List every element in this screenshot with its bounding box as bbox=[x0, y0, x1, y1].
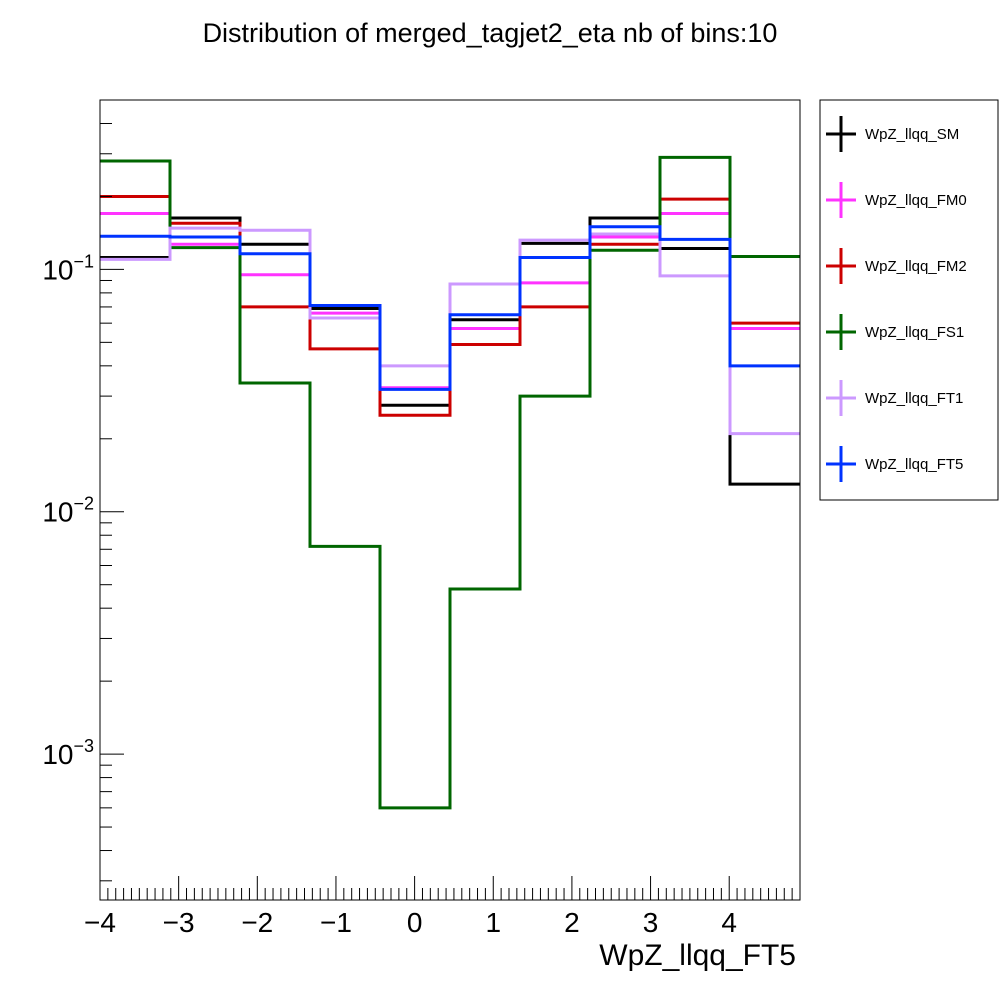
series-line-WpZ_llqq_FS1 bbox=[100, 155, 800, 810]
legend-label: WpZ_llqq_FT5 bbox=[865, 456, 963, 473]
legend-label: WpZ_llqq_FM0 bbox=[865, 192, 967, 209]
y-axis: 10−1 10−2 10−3 bbox=[42, 99, 124, 882]
series-line-WpZ_llqq_FT5 bbox=[100, 225, 800, 391]
x-tick-label: 0 bbox=[407, 907, 423, 938]
x-tick-label: −1 bbox=[320, 907, 352, 938]
legend-label: WpZ_llqq_FT1 bbox=[865, 390, 963, 407]
legend-label: WpZ_llqq_FS1 bbox=[865, 324, 964, 341]
series-WpZ_llqq_FT5 bbox=[100, 225, 800, 391]
legend-entry: WpZ_llqq_SM bbox=[826, 116, 959, 152]
legend-label: WpZ_llqq_FM2 bbox=[865, 258, 967, 275]
legend-entry: WpZ_llqq_FT5 bbox=[826, 446, 963, 482]
plot-area bbox=[100, 155, 800, 810]
legend-entry: WpZ_llqq_FM0 bbox=[826, 182, 967, 218]
x-tick-label: 2 bbox=[564, 907, 580, 938]
x-axis: −4 −3 −2 −1 0 1 2 3 4 bbox=[84, 876, 801, 938]
series-WpZ_llqq_FS1 bbox=[100, 155, 800, 810]
x-tick-label: −2 bbox=[241, 907, 273, 938]
legend-box bbox=[819, 99, 999, 501]
chart-title: Distribution of merged_tagjet2_eta nb of… bbox=[203, 18, 778, 48]
x-tick-label: 4 bbox=[721, 907, 737, 938]
legend: WpZ_llqq_SM WpZ_llqq_FM0 WpZ_llqq_FM2 WpZ_l… bbox=[819, 99, 999, 501]
legend-entry: WpZ_llqq_FS1 bbox=[826, 314, 964, 350]
legend-label: WpZ_llqq_SM bbox=[865, 126, 959, 143]
x-tick-label: 3 bbox=[643, 907, 659, 938]
x-tick-label: −4 bbox=[84, 907, 116, 938]
x-tick-label: 1 bbox=[485, 907, 501, 938]
legend-entry: WpZ_llqq_FT1 bbox=[826, 380, 963, 416]
y-tick-label: 10−3 bbox=[42, 736, 94, 770]
x-axis-label: WpZ_llqq_FT5 bbox=[599, 939, 796, 972]
plot-frame bbox=[99, 99, 801, 901]
y-tick-label: 10−2 bbox=[42, 494, 94, 528]
legend-entry: WpZ_llqq_FM2 bbox=[826, 248, 967, 284]
y-tick-label: 10−1 bbox=[42, 251, 94, 285]
x-tick-label: −3 bbox=[163, 907, 195, 938]
